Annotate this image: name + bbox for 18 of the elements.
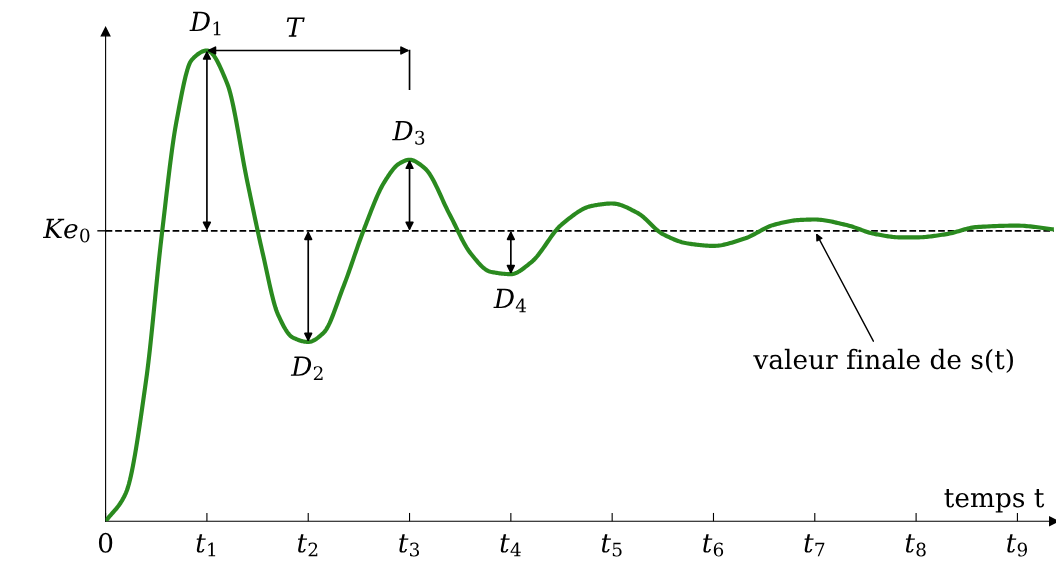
x-tick-label: t$_{1}$	[196, 534, 216, 557]
x-tick-label: t$_{9}$	[1007, 534, 1028, 557]
x-tick-label: t$_{5}$	[601, 534, 622, 557]
annotation: D$_{2}$	[290, 356, 323, 380]
x-tick-label: t$_{8}$	[905, 534, 926, 557]
annotation: D$_{1}$	[189, 11, 221, 36]
x-tick-label: t$_{7}$	[804, 534, 825, 557]
annotation: valeur finale de s(t)	[753, 348, 1013, 374]
ref-line-label: Ke$_{0}$	[42, 218, 90, 243]
x-tick-label: t$_{4}$	[500, 534, 521, 557]
x-axis-title: temps t	[944, 489, 1045, 513]
annotation: D$_{3}$	[392, 121, 425, 145]
text: T	[286, 17, 305, 37]
x-tick-label: t$_{2}$	[297, 534, 318, 557]
x-tick-label: t$_{6}$	[703, 534, 724, 557]
x-tick-label: t$_{3}$	[399, 534, 420, 557]
annotation: D$_{4}$	[493, 288, 527, 313]
x-tick-label: 0	[98, 532, 113, 553]
